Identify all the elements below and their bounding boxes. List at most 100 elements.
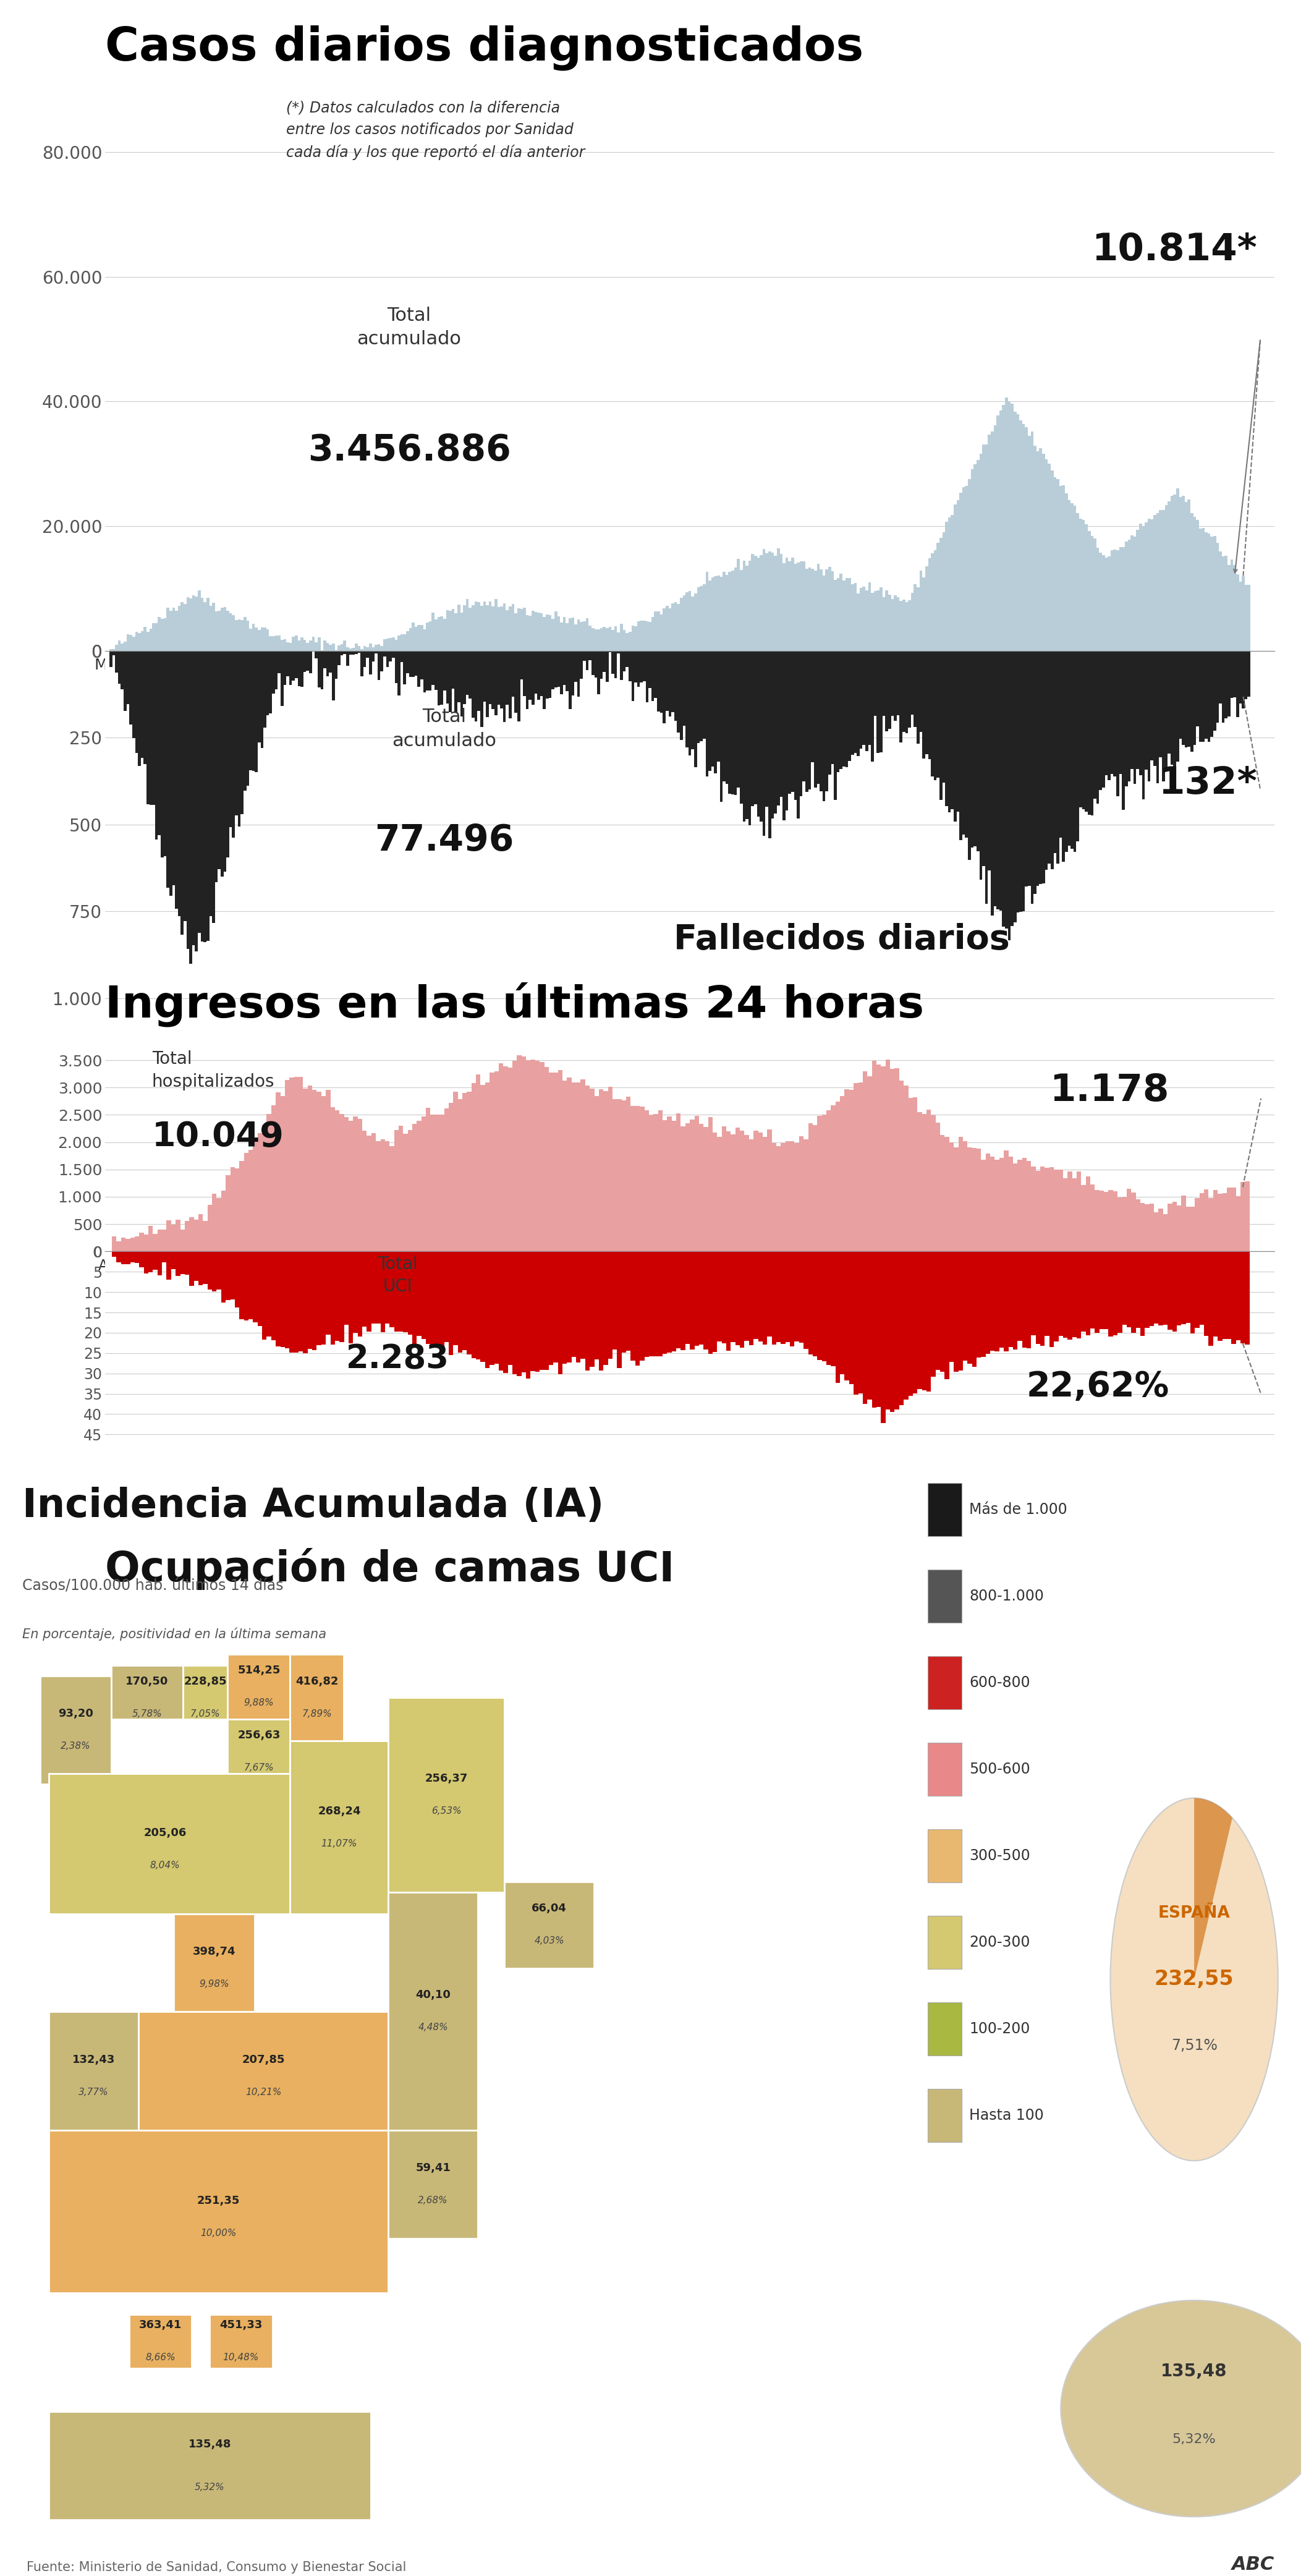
Bar [583, 652, 586, 659]
Bar [1139, 523, 1142, 652]
Bar [116, 644, 118, 652]
Bar [1026, 1252, 1031, 1347]
Bar [1100, 1252, 1104, 1329]
Polygon shape [227, 1718, 290, 1772]
Bar [386, 639, 389, 652]
Bar [1056, 652, 1059, 863]
Bar [549, 1252, 553, 1365]
Bar [558, 1069, 562, 1252]
Bar [130, 1252, 135, 1262]
Bar [883, 652, 886, 716]
Bar [531, 1059, 535, 1252]
Bar [1217, 544, 1219, 652]
Bar [1072, 1177, 1076, 1252]
Bar [769, 551, 771, 652]
Bar [1041, 1252, 1045, 1345]
Bar [993, 652, 996, 907]
Bar [871, 652, 874, 762]
Bar [499, 1252, 503, 1370]
Bar [289, 1077, 294, 1252]
Bar [649, 621, 652, 652]
Bar [537, 613, 540, 652]
Bar [423, 629, 426, 652]
Bar [674, 652, 677, 721]
Bar [1034, 652, 1037, 894]
Bar [1085, 526, 1088, 652]
Bar [871, 592, 874, 652]
Bar [949, 1141, 954, 1252]
Bar [862, 652, 865, 744]
Text: 1.178: 1.178 [1050, 1072, 1169, 1108]
Bar [986, 1252, 991, 1355]
Bar [313, 1090, 317, 1252]
Bar [974, 652, 976, 848]
Bar [335, 1252, 339, 1342]
Bar [1122, 1198, 1126, 1252]
Bar [967, 1146, 972, 1252]
Bar [625, 634, 628, 652]
Bar [428, 621, 432, 652]
Bar [677, 1113, 681, 1252]
Polygon shape [112, 1664, 183, 1718]
Bar [426, 652, 428, 690]
Bar [1213, 1190, 1218, 1252]
Bar [749, 1252, 753, 1345]
Bar [401, 634, 403, 652]
Bar [109, 652, 112, 667]
Bar [825, 569, 828, 652]
Bar [212, 652, 215, 922]
Bar [1159, 652, 1162, 757]
Bar [374, 644, 377, 652]
Text: 66,04: 66,04 [532, 1904, 566, 1914]
Text: 93,20: 93,20 [58, 1708, 93, 1718]
Bar [886, 652, 888, 732]
Bar [194, 652, 198, 951]
Bar [600, 652, 603, 680]
Bar [566, 1252, 572, 1363]
Bar [1093, 652, 1096, 799]
Bar [753, 1252, 758, 1340]
Bar [1151, 652, 1154, 760]
Bar [292, 652, 294, 680]
Bar [298, 641, 301, 652]
Bar [1222, 1252, 1227, 1340]
Bar [1222, 1193, 1227, 1252]
Bar [1194, 1198, 1200, 1252]
Bar [640, 652, 643, 683]
Bar [1151, 520, 1154, 652]
Bar [1208, 533, 1210, 652]
Bar [1068, 652, 1071, 845]
Bar [708, 580, 711, 652]
Bar [820, 569, 823, 652]
Bar [380, 647, 384, 652]
Bar [403, 652, 406, 685]
Bar [872, 1061, 876, 1252]
Bar [481, 1084, 485, 1252]
Bar [1142, 652, 1144, 799]
Bar [1137, 531, 1139, 652]
Bar [335, 1110, 339, 1252]
Bar [489, 652, 491, 703]
Bar [1144, 1252, 1150, 1327]
Bar [779, 652, 783, 796]
Bar [749, 1139, 753, 1252]
Bar [172, 608, 175, 652]
Bar [226, 652, 229, 858]
Bar [348, 1252, 353, 1345]
Bar [150, 652, 152, 806]
Bar [762, 549, 766, 652]
Bar [167, 652, 170, 889]
Bar [876, 590, 879, 652]
Bar [968, 479, 971, 652]
Bar [908, 1097, 913, 1252]
Bar [611, 652, 614, 675]
Bar [720, 577, 723, 652]
Bar [803, 652, 805, 781]
Bar [817, 564, 820, 652]
Bar [555, 611, 557, 652]
Bar [628, 652, 632, 680]
Bar [1022, 1157, 1026, 1252]
Bar [126, 652, 129, 703]
Bar [644, 1110, 649, 1252]
Bar [679, 652, 683, 739]
